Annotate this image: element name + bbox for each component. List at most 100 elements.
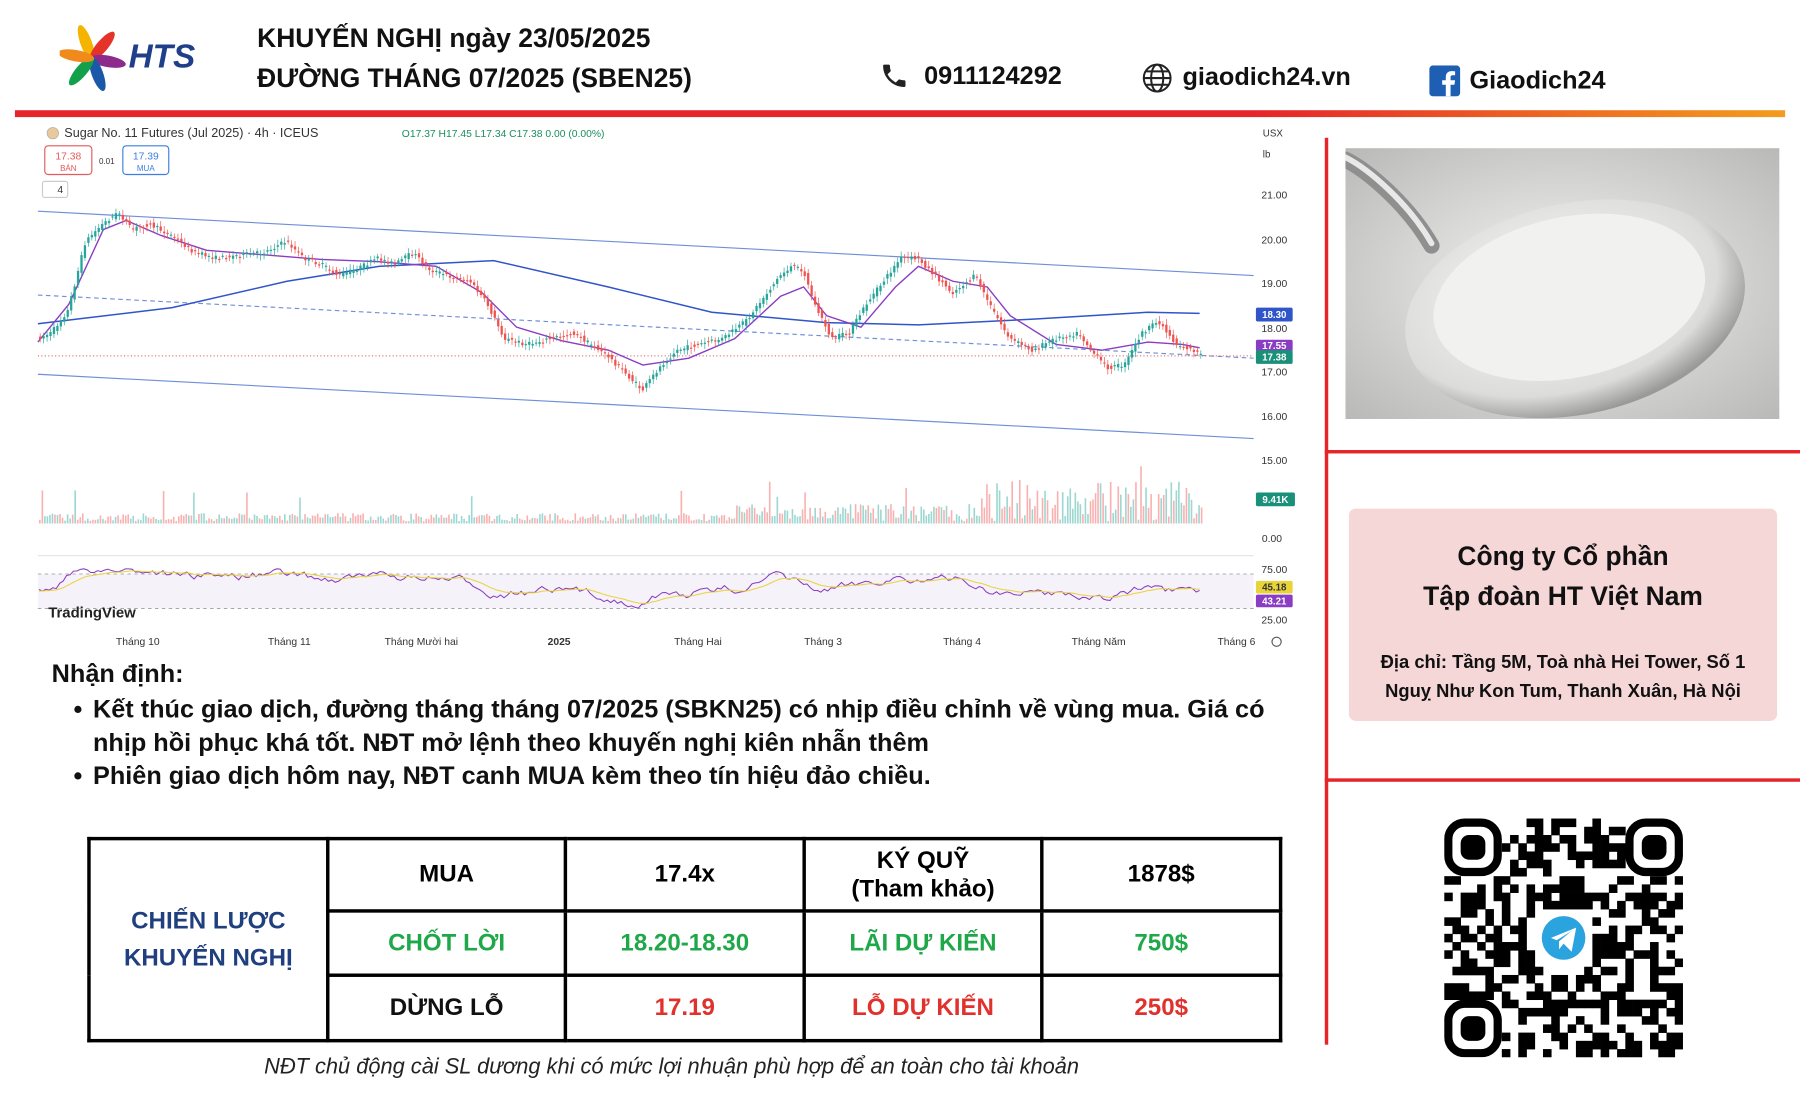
volume-bar [117, 515, 119, 524]
qr-module [1551, 1032, 1560, 1042]
volume-bar [544, 515, 546, 524]
volume-bar [945, 505, 948, 524]
candle-body [689, 347, 693, 349]
volume-bar [92, 519, 94, 524]
volume-bar [433, 517, 435, 524]
qr-module [1551, 843, 1560, 852]
candle-body [152, 222, 155, 228]
qr-module [1666, 1049, 1676, 1058]
volume-bar [645, 517, 647, 524]
qr-module [1551, 1016, 1560, 1025]
tag-box [1255, 350, 1293, 364]
qr-module [1534, 991, 1544, 1001]
volume-bar [1140, 466, 1142, 524]
volume-bar [301, 519, 304, 524]
qr-module [1608, 925, 1618, 935]
candle-body [751, 312, 755, 319]
candle-body [300, 252, 304, 256]
volume-bar [887, 508, 890, 524]
qr-module [1625, 1032, 1634, 1042]
candle-body [528, 341, 531, 345]
channel-lower [37, 373, 1254, 440]
candle-body [989, 301, 992, 306]
volume-bar [867, 505, 870, 524]
volume-bar [796, 516, 799, 524]
volume-bar [284, 514, 286, 524]
table-cell: LÃI DỰ KIẾN [802, 909, 1044, 977]
volume-bar [1008, 506, 1011, 524]
volume-bar [172, 516, 175, 524]
qr-module [1559, 1032, 1569, 1042]
candle-body [338, 273, 341, 275]
qr-module [1674, 1016, 1683, 1025]
volume-bar [435, 514, 438, 524]
company-address: Địa chỉ: Tầng 5M, Toà nhà Hei Tower, Số … [1380, 653, 1746, 673]
volume-bar [59, 514, 61, 524]
qr-module [1617, 950, 1626, 959]
qr-module [1575, 859, 1585, 869]
volume-bar [933, 506, 935, 524]
qr-module [1501, 876, 1511, 885]
volume-bar [397, 516, 400, 524]
volume-bar [839, 513, 842, 524]
rsi-band [37, 574, 1254, 609]
table-row: DỪNG LỖ 17.19 LỖ DỰ KIẾN 250$ [89, 973, 1283, 1043]
candle-body [779, 275, 782, 278]
candle-body [1058, 336, 1061, 339]
qr-module [1592, 1040, 1601, 1050]
volume-bar [715, 515, 718, 524]
qr-module [1485, 950, 1494, 959]
company-name: Công ty Cổ phần [1457, 540, 1669, 571]
volume-bar [463, 518, 465, 524]
qr-module [1526, 851, 1536, 861]
candle-body [1192, 349, 1196, 352]
candle-body [507, 338, 510, 341]
qr-module [1460, 900, 1470, 910]
qr-module [1600, 834, 1610, 844]
volume-bar [94, 519, 97, 524]
qr-finder [1444, 818, 1502, 877]
candle-body [335, 269, 338, 275]
volume-bar [387, 517, 390, 524]
qr-module [1526, 974, 1536, 984]
candle-body [1106, 364, 1109, 370]
qr-code [1444, 818, 1683, 1058]
candle-body [693, 344, 696, 347]
qr-module [1567, 892, 1577, 902]
volume-bar [1016, 503, 1019, 524]
qr-module [1468, 966, 1478, 976]
qr-module [1452, 991, 1461, 1001]
qr-module [1460, 958, 1470, 968]
qr-module [1625, 892, 1634, 902]
qr-module [1641, 917, 1651, 926]
qr-finder-core [1460, 1016, 1486, 1041]
volume-bar [1109, 481, 1112, 524]
candle-body [738, 324, 741, 328]
volume-bar [390, 515, 392, 524]
volume-bar [1034, 506, 1036, 524]
candle-body [80, 255, 83, 273]
candle-body [424, 262, 428, 265]
candle-body [417, 253, 421, 258]
candle-body [149, 223, 152, 225]
candle-body [503, 333, 507, 340]
volume-bar [1102, 493, 1104, 524]
volume-bar [256, 515, 258, 524]
volume-bar [165, 519, 167, 524]
qr-module [1600, 900, 1610, 910]
volume-bar [188, 515, 190, 524]
candle-body [169, 234, 173, 236]
candle-body [159, 226, 162, 231]
candle-body [634, 381, 638, 383]
table-cell: LỖ DỰ KIẾN [802, 973, 1044, 1043]
volume-bar [571, 520, 574, 524]
qr-module [1526, 859, 1536, 869]
candle-body [211, 257, 214, 259]
qr-module [1493, 958, 1503, 968]
candle-body [565, 335, 569, 337]
watermark: TradingView [48, 605, 136, 622]
volume-bar [1104, 505, 1107, 524]
qr-module [1542, 999, 1552, 1009]
candle-body [376, 256, 379, 259]
candle-body [1086, 341, 1089, 346]
